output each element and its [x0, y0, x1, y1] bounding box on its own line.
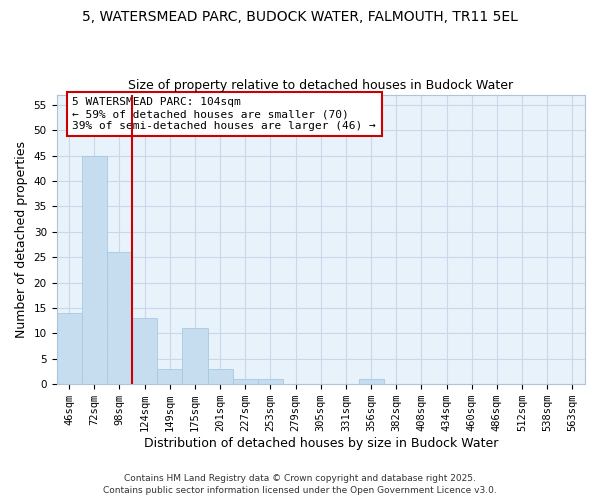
Bar [359, 379, 383, 384]
Bar [82, 156, 107, 384]
Bar [258, 379, 283, 384]
Bar [182, 328, 208, 384]
Text: 5, WATERSMEAD PARC, BUDOCK WATER, FALMOUTH, TR11 5EL: 5, WATERSMEAD PARC, BUDOCK WATER, FALMOU… [82, 10, 518, 24]
Bar [233, 379, 258, 384]
Bar [107, 252, 132, 384]
Bar [132, 318, 157, 384]
Text: Contains HM Land Registry data © Crown copyright and database right 2025.
Contai: Contains HM Land Registry data © Crown c… [103, 474, 497, 495]
Bar [208, 369, 233, 384]
Bar [157, 369, 182, 384]
Bar [56, 313, 82, 384]
X-axis label: Distribution of detached houses by size in Budock Water: Distribution of detached houses by size … [143, 437, 498, 450]
Text: 5 WATERSMEAD PARC: 104sqm
← 59% of detached houses are smaller (70)
39% of semi-: 5 WATERSMEAD PARC: 104sqm ← 59% of detac… [73, 98, 376, 130]
Title: Size of property relative to detached houses in Budock Water: Size of property relative to detached ho… [128, 79, 514, 92]
Y-axis label: Number of detached properties: Number of detached properties [15, 141, 28, 338]
